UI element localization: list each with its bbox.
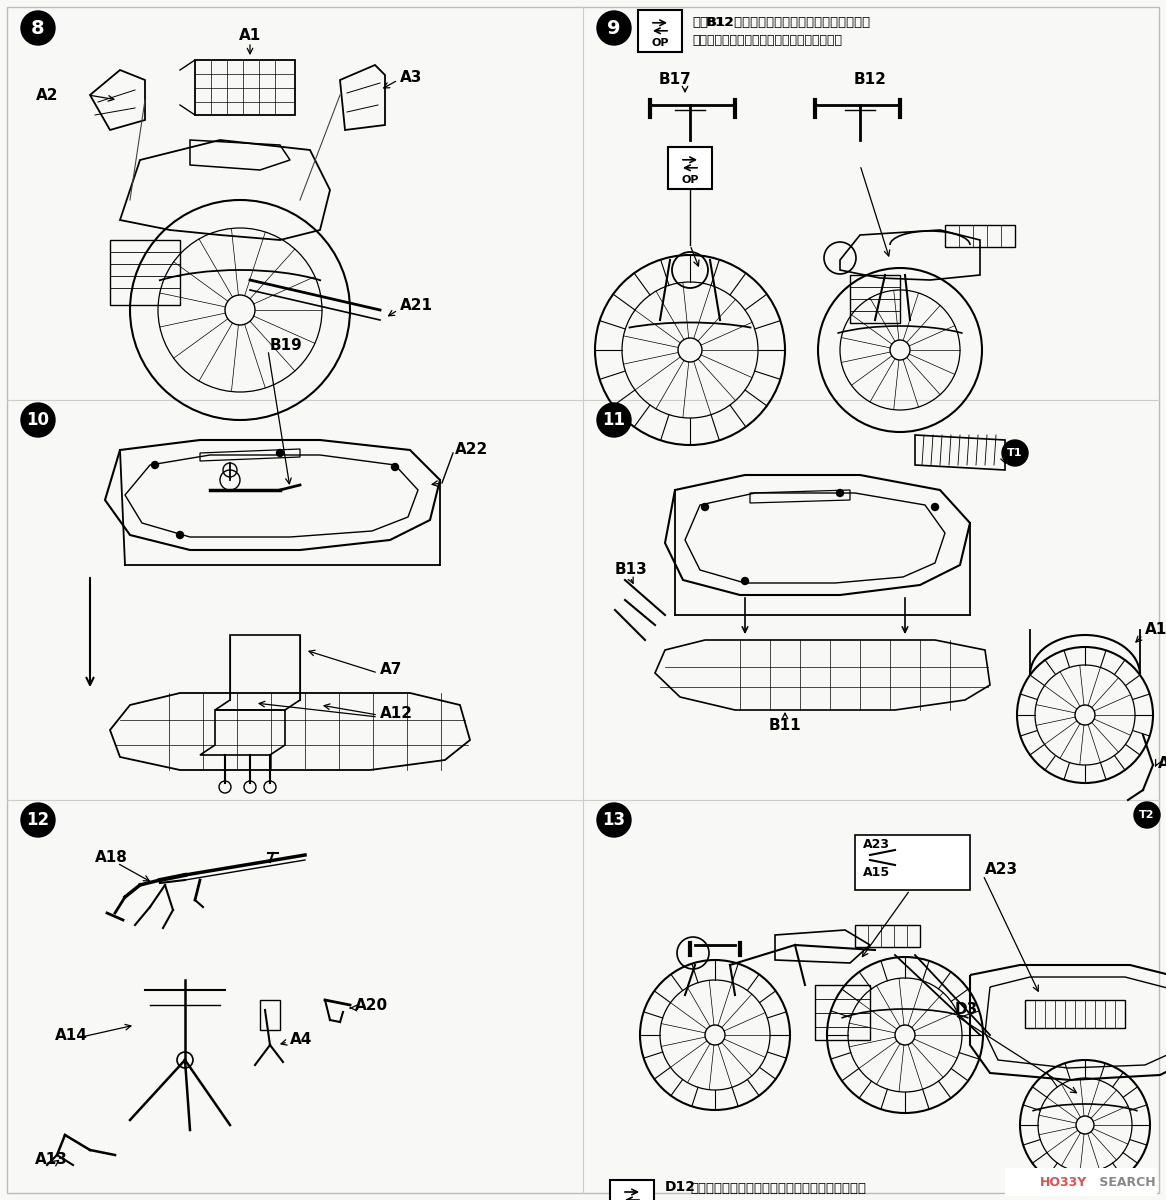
Text: 8: 8 xyxy=(31,18,44,37)
Circle shape xyxy=(1002,440,1028,466)
Circle shape xyxy=(21,803,55,838)
Circle shape xyxy=(932,504,939,510)
Bar xyxy=(850,275,900,323)
Text: A15: A15 xyxy=(863,866,890,880)
Text: A3: A3 xyxy=(400,71,422,85)
Bar xyxy=(260,1000,280,1030)
Text: 10: 10 xyxy=(27,410,49,428)
Circle shape xyxy=(392,463,399,470)
Bar xyxy=(1025,1000,1125,1028)
Text: 9: 9 xyxy=(607,18,620,37)
Text: A20: A20 xyxy=(354,997,388,1013)
Circle shape xyxy=(702,504,709,510)
Text: A23: A23 xyxy=(985,863,1018,877)
Bar xyxy=(668,146,712,188)
Circle shape xyxy=(742,577,749,584)
Text: A1: A1 xyxy=(239,28,261,42)
Text: OP: OP xyxy=(681,175,698,185)
Text: 13: 13 xyxy=(603,811,626,829)
Text: （グリップが運転士と一体になっています）: （グリップが運転士と一体になっています） xyxy=(691,34,842,47)
Text: OP: OP xyxy=(652,37,669,48)
Bar xyxy=(855,925,920,947)
Circle shape xyxy=(276,450,283,456)
Text: B17: B17 xyxy=(659,72,691,88)
Text: A12: A12 xyxy=(380,706,413,720)
Bar xyxy=(855,835,970,890)
Text: D12: D12 xyxy=(665,1180,696,1194)
Bar xyxy=(610,1180,654,1200)
Text: B12: B12 xyxy=(854,72,886,88)
Text: B13: B13 xyxy=(614,563,648,577)
Circle shape xyxy=(1135,802,1160,828)
Text: B12: B12 xyxy=(705,16,735,29)
Bar xyxy=(195,60,295,115)
Text: A4: A4 xyxy=(290,1032,312,1048)
Text: A23: A23 xyxy=(863,839,890,852)
Circle shape xyxy=(21,11,55,44)
Circle shape xyxy=(21,403,55,437)
Text: A13: A13 xyxy=(35,1152,68,1168)
Text: 部品B12は運転士を乗せる場合に使用します。: 部品B12は運転士を乗せる場合に使用します。 xyxy=(691,16,870,29)
Text: A14: A14 xyxy=(55,1027,87,1043)
Bar xyxy=(638,10,682,52)
Text: A22: A22 xyxy=(455,443,489,457)
Text: 11: 11 xyxy=(603,410,625,428)
Bar xyxy=(1007,1170,1031,1194)
Text: D3: D3 xyxy=(955,1002,978,1018)
Text: 12: 12 xyxy=(27,811,50,829)
Text: B19: B19 xyxy=(271,337,303,353)
Circle shape xyxy=(176,532,183,539)
Bar xyxy=(944,226,1014,247)
Text: A11: A11 xyxy=(1145,623,1166,637)
Circle shape xyxy=(152,462,159,468)
Bar xyxy=(815,985,870,1040)
Circle shape xyxy=(836,490,843,497)
Text: A18: A18 xyxy=(94,850,128,864)
Text: T1: T1 xyxy=(1007,448,1023,458)
Text: 風防はカラーガイドを参考に取り付けて下さい。: 風防はカラーガイドを参考に取り付けて下さい。 xyxy=(690,1182,866,1194)
Circle shape xyxy=(597,403,631,437)
Text: A7: A7 xyxy=(380,662,402,678)
Circle shape xyxy=(597,803,631,838)
Bar xyxy=(110,240,180,305)
Text: T2: T2 xyxy=(1139,810,1154,820)
Text: HO33Y: HO33Y xyxy=(1040,1176,1087,1188)
Text: H: H xyxy=(1013,1176,1024,1188)
Text: A2: A2 xyxy=(35,88,58,102)
Circle shape xyxy=(597,11,631,44)
Text: A8: A8 xyxy=(1158,756,1166,770)
Text: A21: A21 xyxy=(400,298,433,312)
Text: SEARCH: SEARCH xyxy=(1095,1176,1156,1188)
Text: B11: B11 xyxy=(768,718,801,732)
Bar xyxy=(1005,1168,1157,1196)
